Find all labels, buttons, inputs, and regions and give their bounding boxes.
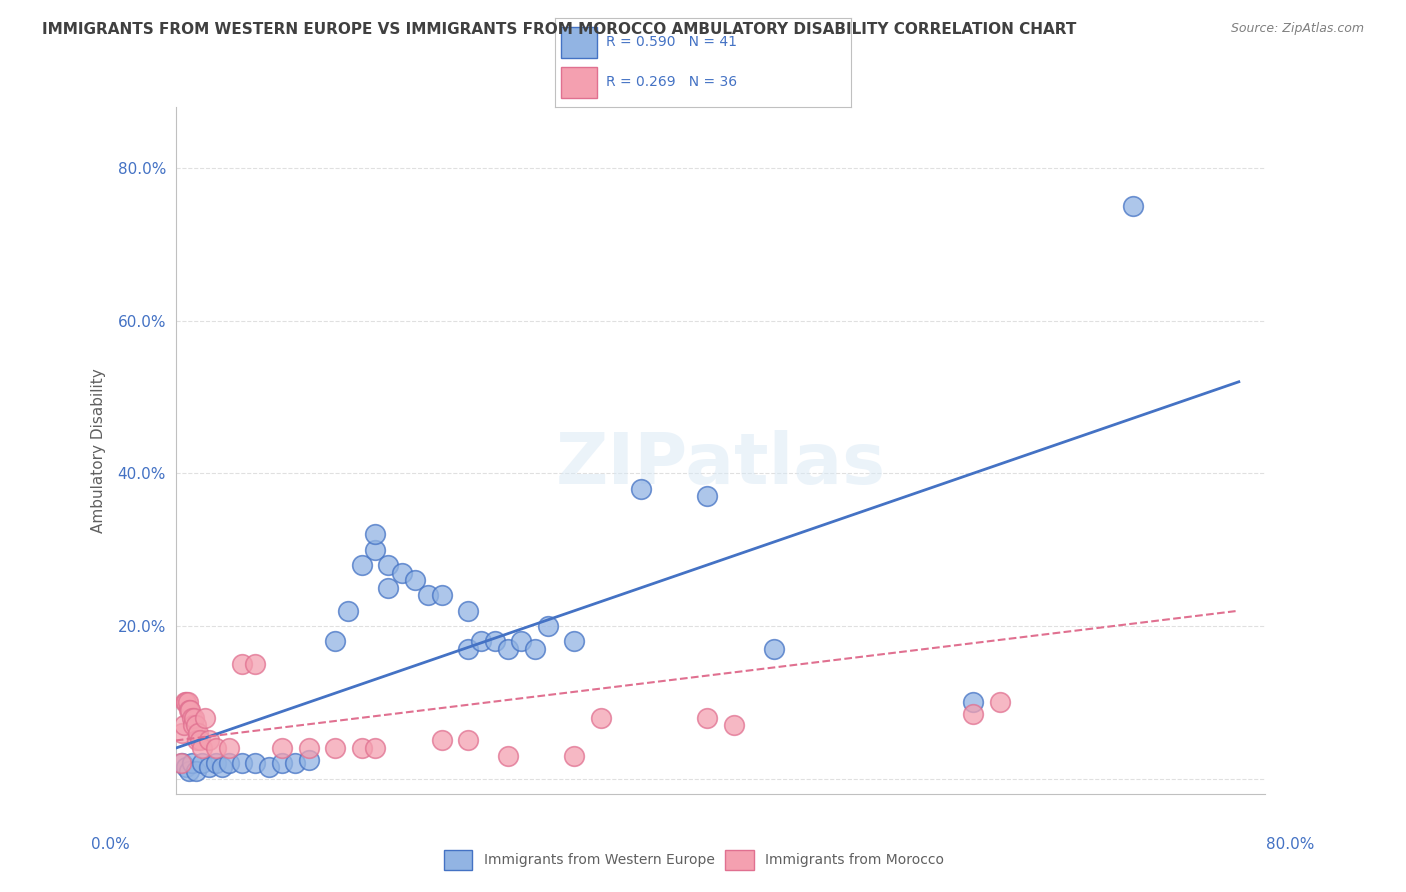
Point: [298, 741, 321, 756]
Point: [231, 756, 253, 771]
Point: [723, 718, 745, 732]
Text: 0.0%: 0.0%: [91, 838, 131, 852]
Point: [510, 634, 533, 648]
Point: [323, 741, 346, 756]
Point: [364, 527, 387, 541]
Point: [231, 657, 253, 672]
Point: [284, 756, 307, 771]
Bar: [561, 67, 596, 98]
Point: [177, 764, 200, 778]
Point: [1121, 199, 1143, 213]
Text: Immigrants from Western Europe: Immigrants from Western Europe: [484, 853, 714, 867]
Text: Immigrants from Morocco: Immigrants from Morocco: [765, 853, 943, 867]
Point: [404, 573, 426, 587]
Point: [457, 604, 479, 618]
Text: IMMIGRANTS FROM WESTERN EUROPE VS IMMIGRANTS FROM MOROCCO AMBULATORY DISABILITY : IMMIGRANTS FROM WESTERN EUROPE VS IMMIGR…: [42, 22, 1077, 37]
Text: 80.0%: 80.0%: [1267, 838, 1315, 852]
Point: [188, 733, 211, 747]
Point: [211, 760, 233, 774]
Point: [172, 756, 194, 771]
Bar: [561, 27, 596, 58]
Point: [198, 760, 221, 774]
Point: [337, 604, 360, 618]
Point: [204, 741, 226, 756]
Text: ZIPatlas: ZIPatlas: [555, 430, 886, 499]
Point: [430, 733, 453, 747]
Point: [484, 634, 506, 648]
Bar: [725, 849, 754, 870]
Point: [564, 634, 586, 648]
Point: [186, 733, 208, 747]
Point: [174, 695, 197, 709]
Point: [181, 718, 204, 732]
Point: [323, 634, 346, 648]
Point: [245, 756, 267, 771]
Point: [245, 657, 267, 672]
Point: [194, 710, 217, 724]
Point: [183, 710, 205, 724]
Point: [191, 741, 214, 756]
Point: [218, 741, 240, 756]
Point: [988, 695, 1011, 709]
Point: [176, 695, 198, 709]
Point: [364, 741, 387, 756]
Point: [271, 741, 294, 756]
Point: [537, 619, 560, 633]
Text: Source: ZipAtlas.com: Source: ZipAtlas.com: [1230, 22, 1364, 36]
Point: [180, 710, 202, 724]
Point: [589, 710, 612, 724]
Point: [218, 756, 240, 771]
Point: [762, 641, 785, 656]
Point: [184, 764, 207, 778]
Point: [391, 566, 413, 580]
Point: [523, 641, 546, 656]
Point: [350, 741, 373, 756]
Text: R = 0.590   N = 41: R = 0.590 N = 41: [606, 35, 737, 49]
Point: [170, 756, 193, 771]
Point: [630, 482, 652, 496]
Point: [564, 748, 586, 763]
Point: [177, 703, 200, 717]
Text: R = 0.269   N = 36: R = 0.269 N = 36: [606, 75, 737, 89]
Point: [271, 756, 294, 771]
Point: [350, 558, 373, 572]
Point: [696, 489, 718, 503]
Point: [496, 641, 519, 656]
Point: [377, 581, 399, 595]
Point: [430, 589, 453, 603]
Point: [696, 710, 718, 724]
Point: [198, 733, 221, 747]
Point: [298, 753, 321, 767]
Point: [173, 718, 195, 732]
Point: [204, 756, 226, 771]
Point: [257, 760, 280, 774]
Point: [176, 760, 198, 774]
Point: [470, 634, 492, 648]
Point: [962, 695, 984, 709]
Point: [177, 695, 200, 709]
Point: [180, 756, 202, 771]
Point: [418, 589, 440, 603]
Point: [191, 756, 214, 771]
Bar: [444, 849, 472, 870]
Point: [457, 641, 479, 656]
Point: [187, 726, 209, 740]
Point: [364, 542, 387, 557]
Point: [496, 748, 519, 763]
Point: [962, 706, 984, 721]
Point: [377, 558, 399, 572]
Point: [179, 703, 201, 717]
Point: [184, 718, 207, 732]
Y-axis label: Ambulatory Disability: Ambulatory Disability: [91, 368, 107, 533]
Point: [172, 726, 194, 740]
Point: [457, 733, 479, 747]
